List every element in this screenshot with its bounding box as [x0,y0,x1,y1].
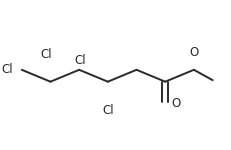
Text: Cl: Cl [102,104,114,117]
Text: Cl: Cl [40,48,52,61]
Text: O: O [172,97,181,110]
Text: Cl: Cl [75,54,86,67]
Text: Cl: Cl [1,63,13,76]
Text: O: O [189,46,198,59]
